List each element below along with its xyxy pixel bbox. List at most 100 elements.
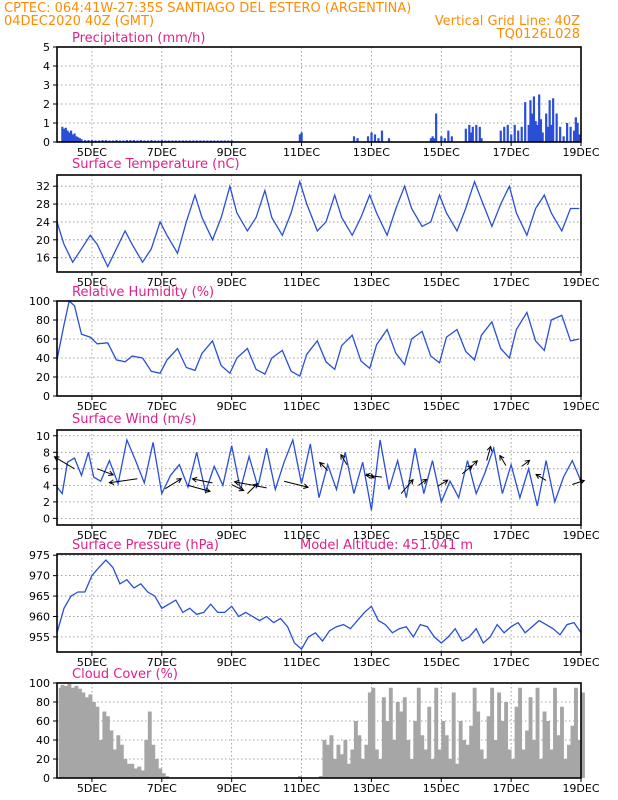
cloud-bar (472, 687, 477, 778)
precip-bar (352, 136, 356, 142)
cloud-cover-title: Cloud Cover (%) (72, 667, 178, 682)
cloud-bar (458, 721, 463, 778)
precip-bar (529, 100, 532, 142)
cloud-bar (542, 711, 547, 778)
precip-bar (559, 126, 562, 142)
cloud-bar (430, 759, 435, 778)
y-tick-label: 10 (36, 430, 50, 443)
precip-bar (534, 121, 537, 142)
precip-bar (132, 140, 136, 142)
pressure-series-line (56, 559, 582, 651)
cloud-bar (126, 763, 131, 778)
x-tick-label: 5DEC (77, 146, 107, 159)
cloud-bar (483, 759, 488, 778)
precip-bar (90, 140, 94, 142)
panels: Precipitation (mm/h) 0 1 2 3 4 5 5DEC 7DEC 9DEC 11… (29, 31, 600, 795)
x-tick-label: 19DEC (562, 656, 599, 669)
cloud-bar (332, 759, 337, 778)
x-tick-label: 5DEC (77, 276, 107, 289)
cloud-bar (423, 749, 428, 778)
humidity-title: Relative Humidity (%) (72, 285, 214, 300)
cloud-bar (574, 687, 578, 778)
x-tick-label: 19DEC (562, 146, 599, 159)
x-tick-label: 11DEC (283, 782, 320, 795)
cloud-bar (448, 759, 453, 778)
precip-bar (73, 133, 76, 142)
wind-arrowhead (233, 479, 240, 486)
cloud-bar (116, 735, 121, 778)
cloud-bar (70, 687, 75, 778)
x-tick-label: 13DEC (353, 400, 390, 413)
precip-bar (101, 140, 104, 142)
y-tick-label: 40 (36, 734, 50, 747)
wind-vector (437, 479, 449, 487)
wind-arrowhead (238, 486, 245, 492)
wind-arrowhead (442, 479, 449, 485)
y-tick-label: 4 (43, 60, 50, 73)
y-tick-label: 80 (36, 696, 50, 709)
x-tick-label: 9DEC (217, 656, 247, 669)
precipitation-frame (56, 46, 582, 143)
precipitation-panel: Precipitation (mm/h) 0 1 2 3 4 5 5DEC 7DEC 9DEC 11… (43, 31, 600, 159)
precip-bar (517, 130, 520, 142)
x-tick-label: 17DEC (493, 400, 530, 413)
wind-vector (231, 484, 244, 491)
y-tick-label: 5 (43, 41, 50, 54)
precip-bar (555, 113, 558, 142)
x-tick-label: 15DEC (423, 782, 460, 795)
precip-bar (435, 113, 438, 142)
header-run-time: 04DEC2020 40Z (GMT) (4, 14, 154, 29)
precip-bar (576, 123, 579, 142)
precip-bar (115, 140, 118, 142)
wind-arrowhead (176, 478, 183, 484)
cloud-bar (91, 702, 96, 778)
cloud-bar (161, 773, 166, 778)
cloud-bar (165, 776, 170, 778)
cloud-bar (416, 687, 421, 778)
precip-bar (478, 126, 481, 142)
cloud-bar (434, 687, 439, 778)
y-tick-label: 24 (36, 216, 50, 229)
wind-arrowhead (108, 479, 115, 485)
precip-bar (546, 126, 550, 142)
wind-vector (234, 481, 267, 489)
cloud-bar (539, 759, 543, 778)
cloud-bar (319, 776, 323, 778)
cloud-bar (563, 759, 568, 778)
y-tick-label: 0 (43, 390, 50, 403)
precipitation-title: Precipitation (mm/h) (72, 31, 205, 46)
temperature-panel: Surface Temperature (nC) 16 20 24 28 32 5DEC 7D… (36, 157, 600, 289)
wind-vector (499, 455, 507, 466)
precip-bar (83, 140, 87, 142)
y-tick-label: 975 (29, 549, 50, 562)
header-station: CPTEC: 064:41W-27:35S SANTIAGO DEL ESTER… (4, 1, 411, 16)
x-tick-label: 5DEC (77, 529, 107, 542)
precip-bar (300, 132, 303, 142)
cloud-bar (444, 735, 449, 778)
header-grid-line: Vertical Grid Line: 40Z (435, 14, 580, 29)
wind-vector (319, 462, 329, 471)
x-tick-label: 17DEC (493, 276, 530, 289)
precip-bar (539, 119, 543, 142)
x-tick-label: 11DEC (283, 529, 320, 542)
wind-frame (56, 429, 582, 526)
cloud-bar (413, 721, 418, 778)
precip-bar (469, 132, 473, 142)
pressure-frame (56, 553, 582, 653)
precip-bar (104, 140, 108, 142)
wind-vector (165, 478, 182, 490)
wind-vector (340, 454, 348, 465)
wind-arrowhead (191, 476, 198, 483)
wind-vector (283, 480, 309, 488)
cloud-bar (119, 744, 124, 778)
cloud-bar (525, 730, 529, 778)
precip-bar (538, 94, 541, 142)
cloud-bar (364, 744, 369, 778)
cloud-bar (105, 716, 110, 778)
cloud-bar (84, 697, 89, 778)
x-tick-label: 9DEC (217, 782, 247, 795)
y-tick-label: 80 (36, 314, 50, 327)
precip-bar (366, 136, 370, 142)
y-tick-label: 32 (36, 180, 50, 193)
